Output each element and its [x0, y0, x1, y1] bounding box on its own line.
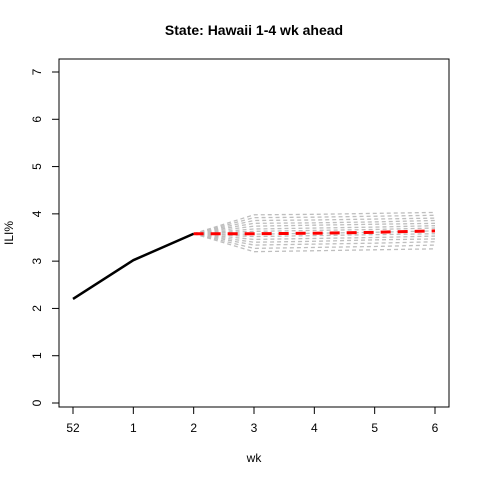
observed-line: [72, 232, 195, 301]
ensemble-line: [193, 211, 436, 235]
ensemble-line: [193, 233, 436, 250]
observed-series: [72, 232, 195, 301]
x-tick-label: 2: [190, 421, 197, 435]
y-tick-label: 4: [30, 210, 44, 217]
x-tick-label: 5: [371, 421, 378, 435]
x-tick-label: 52: [66, 421, 80, 435]
forecast-line: [193, 229, 436, 236]
y-tick-label: 3: [30, 257, 44, 264]
y-tick-label: 2: [30, 305, 44, 312]
ensemble-line: [193, 217, 436, 235]
ensemble-line: [193, 233, 436, 238]
x-axis-label: wk: [246, 451, 263, 465]
ensemble-line: [193, 225, 436, 235]
ensemble-line: [193, 233, 436, 253]
chart-title: State: Hawaii 1-4 wk ahead: [165, 22, 343, 38]
x-tick-label: 6: [432, 421, 439, 435]
y-tick-label: 5: [30, 163, 44, 170]
ensemble-line: [193, 222, 436, 235]
y-tick-label: 6: [30, 116, 44, 123]
ensemble-line: [193, 227, 436, 235]
forecast-series: [193, 229, 436, 236]
x-tick-label: 4: [311, 421, 318, 435]
y-tick-label: 1: [30, 352, 44, 359]
ensemble-line: [193, 233, 436, 241]
x-tick-label: 3: [251, 421, 258, 435]
x-axis: 52 1 2 3 4 5 6: [66, 406, 439, 435]
x-tick-label: 1: [130, 421, 137, 435]
y-tick-label: 7: [30, 68, 44, 75]
ensemble-line: [193, 233, 436, 246]
y-axis-label: ILI%: [2, 221, 16, 245]
ensemble-line: [193, 233, 436, 243]
y-axis: 0 1 2 3 4 5 6 7: [30, 68, 60, 406]
ensemble-line: [193, 219, 436, 235]
ensemble-line: [193, 214, 436, 235]
y-tick-label: 0: [30, 399, 44, 406]
